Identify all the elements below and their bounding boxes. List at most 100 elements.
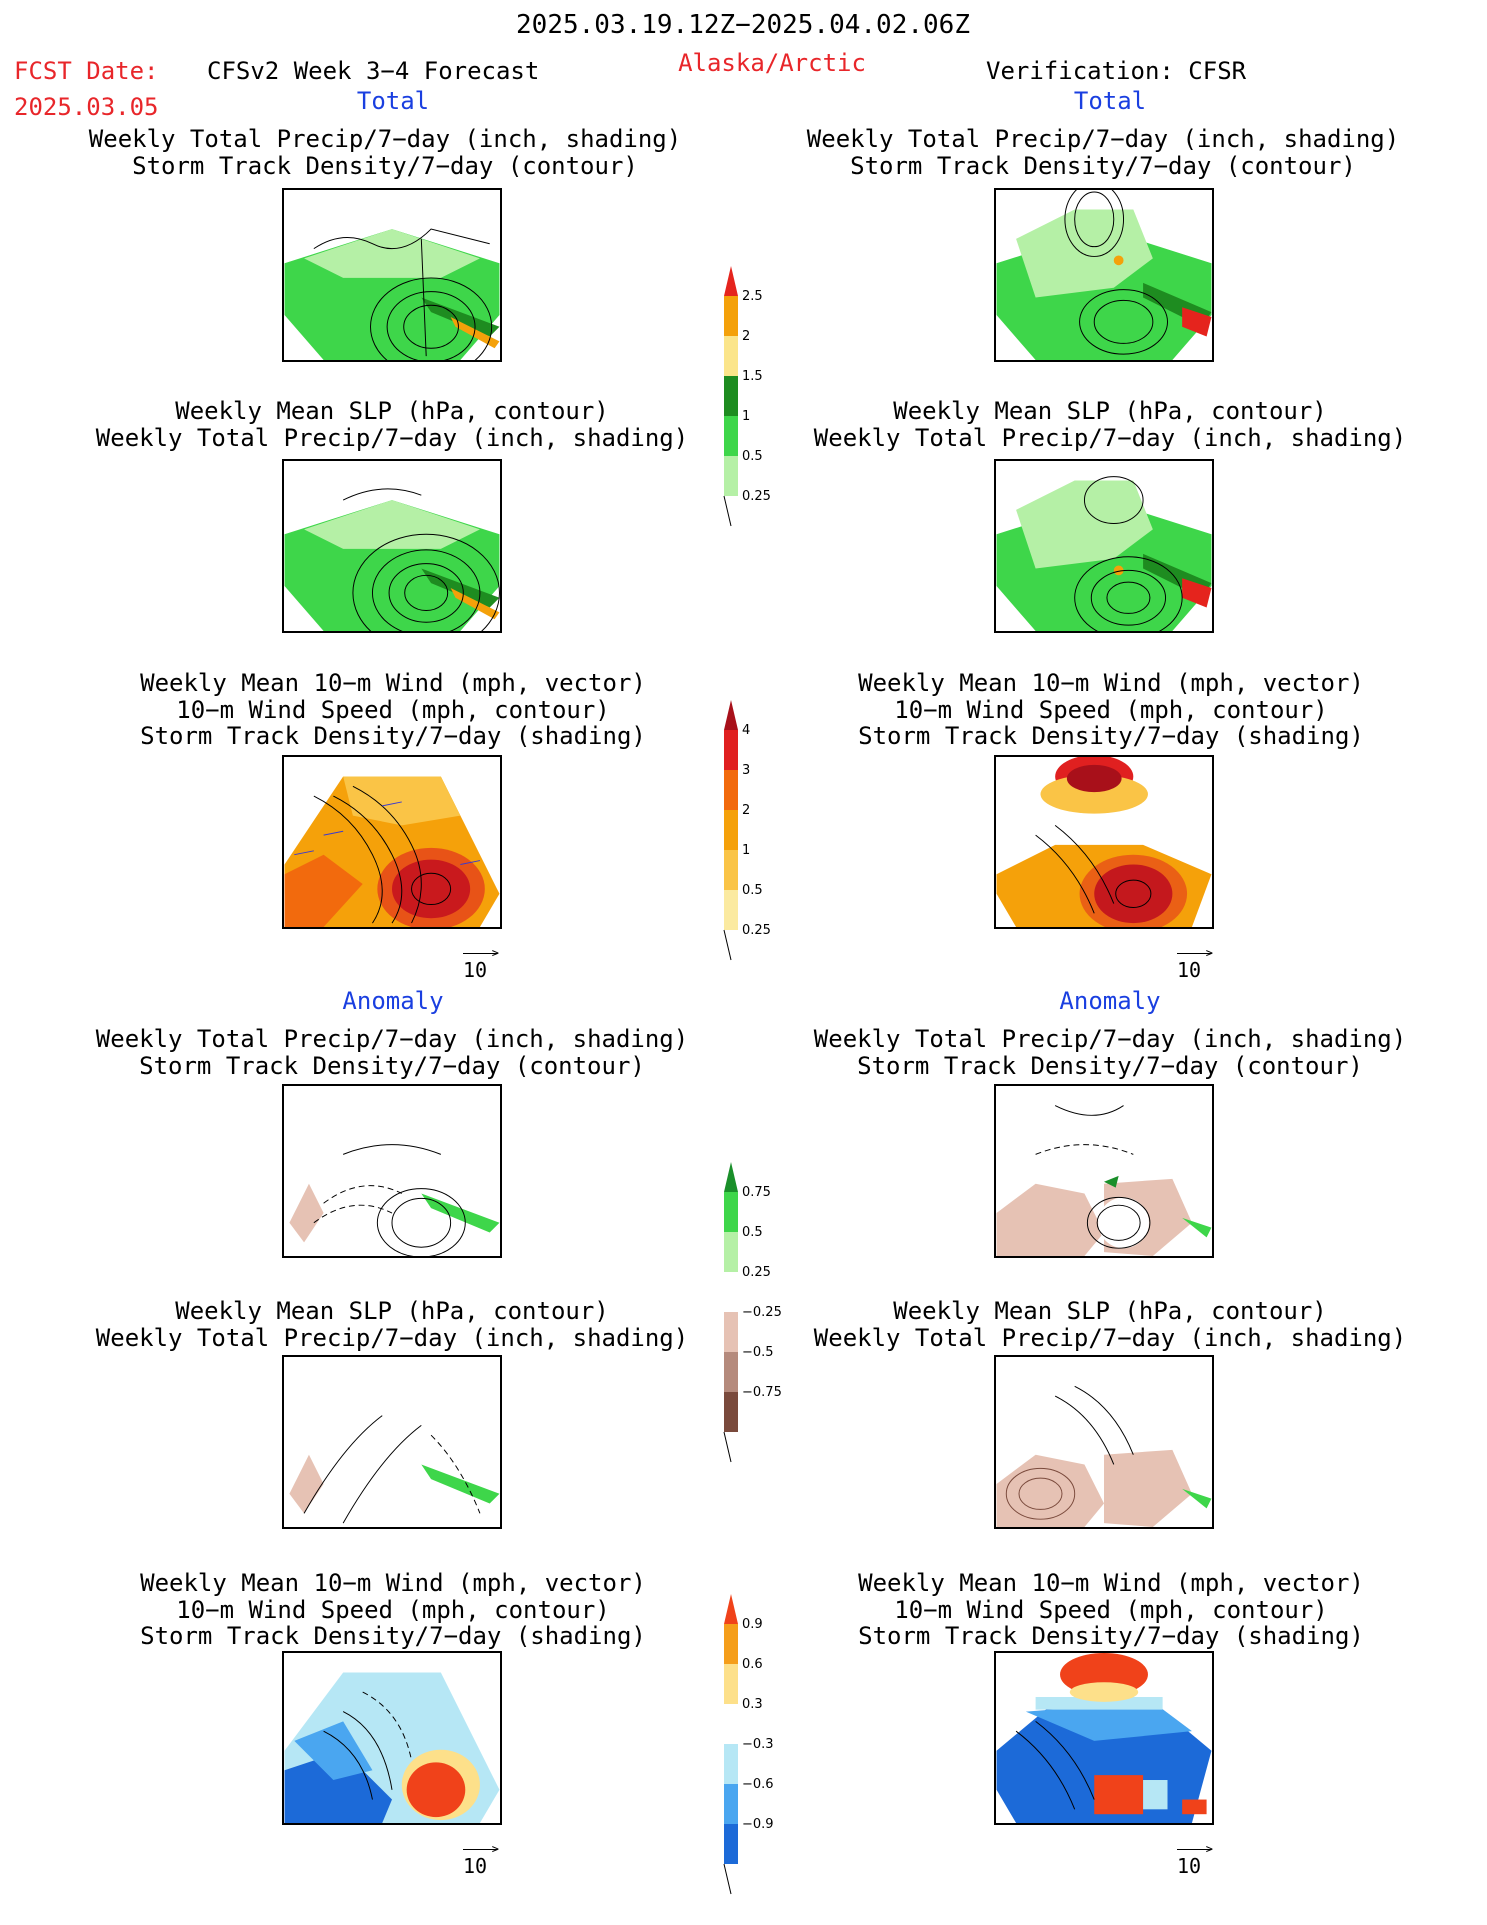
vector-ref-label: 10 (463, 958, 488, 982)
map-precip-storm-anom-verif (994, 1084, 1214, 1258)
colorbar-segment (724, 1162, 738, 1192)
colorbar-segment (724, 1232, 738, 1272)
colorbar-segment (724, 416, 738, 456)
colorbar-segment (724, 700, 738, 730)
colorbar-tick-label: 4 (742, 723, 750, 738)
colorbar-segment (724, 1744, 738, 1784)
title-wind-storm-anom-fcst: Weekly Mean 10−m Wind (mph, vector) 10−m… (140, 1569, 646, 1650)
colorbar-segment (724, 850, 738, 890)
map-wind-storm-anom-verif (994, 1651, 1214, 1825)
title-precip-storm-total-fcst: Weekly Total Precip/7−day (inch, shading… (88, 125, 682, 180)
map-slp-precip-total-verif (994, 459, 1214, 633)
colorbar-tick-label: −0.25 (742, 1305, 782, 1320)
colorbar-tick-label: 1 (742, 843, 750, 858)
colorbar-segment (724, 1352, 738, 1392)
colorbar-svg: 0.9 0.6 0.3 −0.3 −0.6 −0.9 (723, 1594, 774, 1895)
colorbar-segment (724, 1272, 738, 1312)
total-label-left: Total (356, 87, 430, 115)
region-title: Alaska/Arctic (678, 49, 866, 77)
arrow-right-icon: > (463, 1842, 499, 1856)
title-slp-precip-total-verif: Weekly Mean SLP (hPa, contour) Weekly To… (813, 397, 1407, 452)
colorbar-tail (723, 1863, 732, 1895)
map-precip-storm-total-verif (994, 188, 1214, 362)
colorbar-precip-anom: 0.75 0.5 0.25 −0.25 −0.5 −0.75 (718, 1162, 788, 1463)
title-slp-precip-anom-fcst: Weekly Mean SLP (hPa, contour) Weekly To… (95, 1297, 689, 1352)
colorbar-tick-label: −0.9 (742, 1817, 774, 1832)
arrow-right-icon: > (1177, 946, 1213, 960)
colorbar-tick-label: 0.75 (742, 1185, 771, 1200)
colorbar-precip-total: 2.5 2 1.5 1 0.5 0.25 (718, 266, 778, 555)
colorbar-tick-label: 1.5 (742, 369, 763, 384)
arrow-right-icon: > (463, 946, 499, 960)
colorbar-segment (724, 1392, 738, 1432)
fcst-date: 2025.03.05 (14, 93, 159, 121)
title-wind-storm-anom-verif: Weekly Mean 10−m Wind (mph, vector) 10−m… (858, 1569, 1364, 1650)
colorbar-tick-label: −0.3 (742, 1737, 774, 1752)
arrow-right-icon: > (1177, 1842, 1213, 1856)
colorbar-storm-anom: 0.9 0.6 0.3 −0.3 −0.6 −0.9 (718, 1594, 788, 1895)
colorbar-segment (724, 376, 738, 416)
vector-ref-right-anom: > 10 (1177, 1842, 1213, 1878)
colorbar-tail (723, 929, 732, 961)
vector-ref-right-total: > 10 (1177, 946, 1213, 982)
colorbar-svg: 0.75 0.5 0.25 −0.25 −0.5 −0.75 (723, 1162, 782, 1463)
map-slp-precip-anom-fcst (282, 1355, 502, 1529)
title-precip-storm-anom-fcst: Weekly Total Precip/7−day (inch, shading… (95, 1025, 689, 1080)
colorbar-segment (724, 336, 738, 376)
colorbar-tail (723, 495, 732, 527)
title-precip-storm-anom-verif: Weekly Total Precip/7−day (inch, shading… (813, 1025, 1407, 1080)
colorbar-tick-label: 0.25 (742, 489, 771, 504)
title-slp-precip-total-fcst: Weekly Mean SLP (hPa, contour) Weekly To… (95, 397, 689, 452)
colorbar-segment (724, 770, 738, 810)
colorbar-segment (724, 890, 738, 930)
colorbar-tick-label: 0.5 (742, 449, 763, 464)
vector-ref-left-total: > 10 (463, 946, 499, 982)
colorbar-tail (723, 1431, 732, 1463)
title-wind-storm-total-verif: Weekly Mean 10−m Wind (mph, vector) 10−m… (858, 669, 1364, 750)
colorbar-tick-label: 0.25 (742, 923, 771, 938)
anomaly-label-left: Anomaly (342, 987, 444, 1015)
colorbar-segment (724, 1312, 738, 1352)
colorbar-tick-label: 1 (742, 409, 750, 424)
period-title: 2025.03.19.12Z−2025.04.02.06Z (516, 10, 970, 40)
map-precip-storm-anom-fcst (282, 1084, 502, 1258)
title-wind-storm-total-fcst: Weekly Mean 10−m Wind (mph, vector) 10−m… (140, 669, 646, 750)
colorbar-tick-label: 0.25 (742, 1265, 771, 1280)
total-label-right: Total (1073, 87, 1147, 115)
colorbar-segment (724, 1784, 738, 1824)
colorbar-tick-label: 3 (742, 763, 750, 778)
colorbar-segment (724, 1192, 738, 1232)
title-slp-precip-anom-verif: Weekly Mean SLP (hPa, contour) Weekly To… (813, 1297, 1407, 1352)
model-title: CFSv2 Week 3−4 Forecast (207, 57, 540, 85)
colorbar-tick-label: 0.5 (742, 1225, 763, 1240)
map-wind-storm-total-verif (994, 755, 1214, 929)
map-precip-storm-total-fcst (282, 188, 502, 362)
colorbar-tick-label: 2 (742, 329, 750, 344)
colorbar-segment (724, 1824, 738, 1864)
colorbar-segment (724, 1664, 738, 1704)
vector-ref-label: 10 (1177, 958, 1202, 982)
colorbar-segment (724, 1624, 738, 1664)
verification-title: Verification: CFSR (986, 57, 1247, 85)
colorbar-tick-label: 0.5 (742, 883, 763, 898)
colorbar-tick-label: −0.6 (742, 1777, 774, 1792)
colorbar-svg: 4 3 2 1 0.5 0.25 (723, 700, 771, 961)
colorbar-segment (724, 456, 738, 496)
colorbar-storm-total: 4 3 2 1 0.5 0.25 (718, 700, 778, 989)
colorbar-tick-label: 0.3 (742, 1697, 763, 1712)
colorbar-tick-label: 0.6 (742, 1657, 763, 1672)
colorbar-segment (724, 296, 738, 336)
colorbar-segment (724, 810, 738, 850)
fcst-label: FCST Date: (14, 57, 159, 85)
anomaly-label-right: Anomaly (1059, 987, 1161, 1015)
map-slp-precip-anom-verif (994, 1355, 1214, 1529)
vector-ref-left-anom: > 10 (463, 1842, 499, 1878)
colorbar-segment (724, 1704, 738, 1744)
vector-ref-label: 10 (463, 1854, 488, 1878)
colorbar-segment (724, 730, 738, 770)
colorbar-tick-label: 0.9 (742, 1617, 763, 1632)
colorbar-segment (724, 266, 738, 296)
map-wind-storm-total-fcst (282, 755, 502, 929)
colorbar-tick-label: −0.75 (742, 1385, 782, 1400)
map-slp-precip-total-fcst (282, 459, 502, 633)
